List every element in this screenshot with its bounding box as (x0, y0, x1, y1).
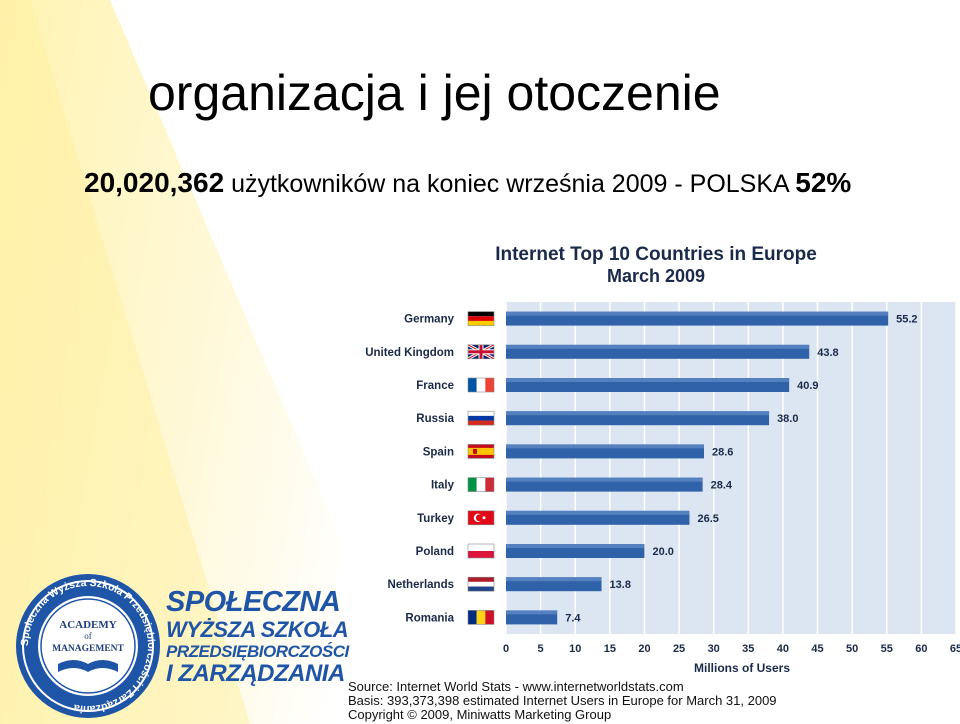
bar-highlight (506, 444, 704, 449)
chart-subtitle: March 2009 (607, 266, 705, 286)
school-name-line3: PRZEDSIĘBIORCZOŚCI (166, 642, 349, 661)
x-tick-label: 5 (538, 643, 544, 655)
x-tick-label: 50 (846, 643, 858, 655)
bar-highlight (506, 477, 703, 482)
x-tick-label: 35 (742, 643, 754, 655)
chart-title: Internet Top 10 Countries in Europe (495, 244, 817, 265)
spain-flag-icon (467, 444, 495, 459)
slide-subtitle: 20,020,362 użytkowników na koniec wrześn… (84, 167, 851, 199)
value-label: 28.4 (711, 480, 733, 492)
value-label: 20.0 (652, 546, 673, 558)
uk-flag-icon (467, 343, 495, 361)
source-line-2: Basis: 393,373,398 estimated Internet Us… (348, 693, 777, 708)
source-line-3: Copyright © 2009, Miniwatts Marketing Gr… (348, 707, 611, 722)
netherlands-flag-icon (467, 576, 495, 592)
value-label: 43.8 (817, 347, 838, 359)
internet-users-bar-chart: Internet Top 10 Countries in Europe Marc… (340, 236, 960, 724)
bar-highlight (506, 544, 645, 548)
bar-highlight (506, 411, 770, 416)
category-label: Netherlands (388, 579, 454, 591)
value-label: 55.2 (896, 314, 917, 326)
school-name-line4: I ZARZĄDZANIA (166, 660, 345, 687)
x-tick-label: 30 (708, 643, 720, 655)
seal-center-line3: MANAGEMENT (52, 644, 124, 654)
x-tick-label: 10 (569, 643, 581, 655)
italy-flag-icon (467, 477, 495, 492)
x-tick-label: 45 (811, 643, 823, 655)
school-name-line2: WYŻSZA SZKOŁA (166, 617, 349, 642)
value-label: 26.5 (697, 513, 718, 525)
france-flag-icon (467, 377, 495, 393)
bar-highlight (506, 311, 889, 316)
category-label: Italy (431, 480, 455, 492)
school-name-line1: SPOŁECZNA (166, 586, 341, 618)
value-label: 28.6 (712, 446, 733, 458)
x-tick-label: 65 (950, 643, 960, 655)
bar-highlight (506, 510, 690, 515)
value-label: 7.4 (565, 612, 581, 624)
x-tick-label: 40 (777, 643, 789, 655)
category-label: Romania (405, 612, 454, 624)
category-label: Russia (416, 413, 454, 425)
x-tick-label: 55 (881, 643, 893, 655)
seal-center-line1: ACADEMY (59, 619, 116, 631)
school-name-logo: SPOŁECZNA WYŻSZA SZKOŁA PRZEDSIĘBIORCZOŚ… (166, 586, 349, 698)
bar-highlight (506, 577, 602, 582)
category-label: United Kingdom (365, 347, 454, 359)
bar-highlight (506, 344, 810, 349)
x-axis-label: Millions of Users (694, 661, 790, 675)
x-tick-label: 15 (604, 643, 616, 655)
source-line-1: Source: Internet World Stats - www.inter… (348, 679, 684, 694)
romania-flag-icon (467, 610, 495, 625)
x-tick-label: 0 (503, 643, 509, 655)
value-label: 40.9 (797, 380, 818, 392)
category-label: Germany (404, 314, 454, 326)
slide-title: organizacja i jej otoczenie (148, 65, 721, 121)
germany-flag-icon (467, 311, 495, 326)
bar-highlight (506, 610, 558, 615)
poland-percent: 52% (795, 167, 852, 198)
x-tick-label: 60 (915, 643, 927, 655)
russia-flag-icon (467, 410, 495, 426)
seal-center-line2: of (84, 631, 92, 641)
user-count: 20,020,362 (84, 167, 225, 198)
value-label: 38.0 (777, 413, 798, 425)
x-tick-label: 25 (673, 643, 685, 655)
category-label: Spain (423, 446, 454, 458)
x-tick-label: 20 (638, 643, 650, 655)
poland-flag-icon (467, 543, 495, 559)
category-label: Poland (416, 546, 454, 558)
bar-highlight (506, 378, 790, 382)
turkey-flag-icon (467, 510, 495, 526)
subtitle-text: użytkowników na koniec września 2009 - P… (224, 170, 796, 198)
category-label: France (416, 380, 454, 392)
category-label: Turkey (417, 513, 454, 525)
academy-seal-logo: Społeczna Wyższa Szkoła Przedsiębiorczoś… (16, 574, 160, 718)
value-label: 13.8 (610, 579, 631, 591)
